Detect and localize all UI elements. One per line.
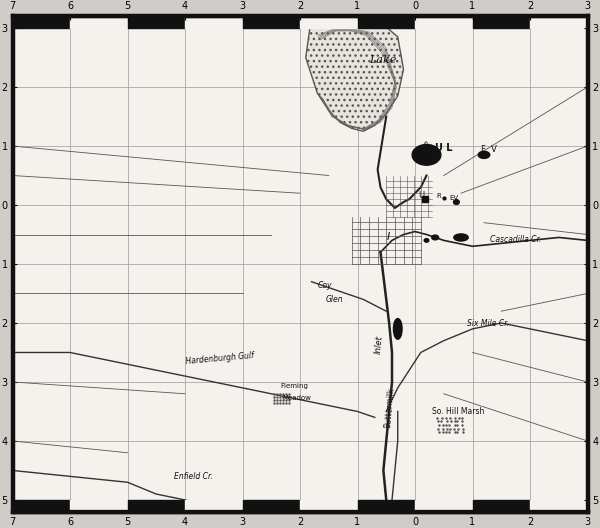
Ellipse shape xyxy=(454,200,459,204)
Text: Buttermilk: Buttermilk xyxy=(383,387,396,428)
Polygon shape xyxy=(306,16,404,131)
Text: U L: U L xyxy=(435,143,452,153)
Text: F  V: F V xyxy=(481,145,497,154)
Text: Meadow: Meadow xyxy=(283,394,311,401)
Text: EV: EV xyxy=(449,195,458,201)
Text: Enfield Cr.: Enfield Cr. xyxy=(173,473,212,482)
Text: So. Hill Marsh: So. Hill Marsh xyxy=(432,408,485,417)
Text: I: I xyxy=(386,232,389,242)
Text: Fleming: Fleming xyxy=(280,383,308,389)
Text: Lake: Lake xyxy=(369,55,397,65)
Text: Glen: Glen xyxy=(326,295,344,304)
Text: Six Mile Cr.: Six Mile Cr. xyxy=(467,319,509,328)
Ellipse shape xyxy=(424,239,429,242)
Ellipse shape xyxy=(478,152,490,158)
Text: Inlet: Inlet xyxy=(374,335,384,354)
Text: Fall: Fall xyxy=(421,141,434,152)
Ellipse shape xyxy=(454,234,468,241)
Ellipse shape xyxy=(431,235,439,240)
Text: Cascadilla Cr.: Cascadilla Cr. xyxy=(490,234,541,243)
Text: Hardenburgh Gulf: Hardenburgh Gulf xyxy=(185,351,254,366)
Ellipse shape xyxy=(412,145,441,165)
Text: Coy: Coy xyxy=(317,280,332,289)
Text: U: U xyxy=(418,191,424,200)
Text: Cr.: Cr. xyxy=(424,156,433,162)
Ellipse shape xyxy=(394,318,402,339)
Text: R: R xyxy=(437,193,442,199)
